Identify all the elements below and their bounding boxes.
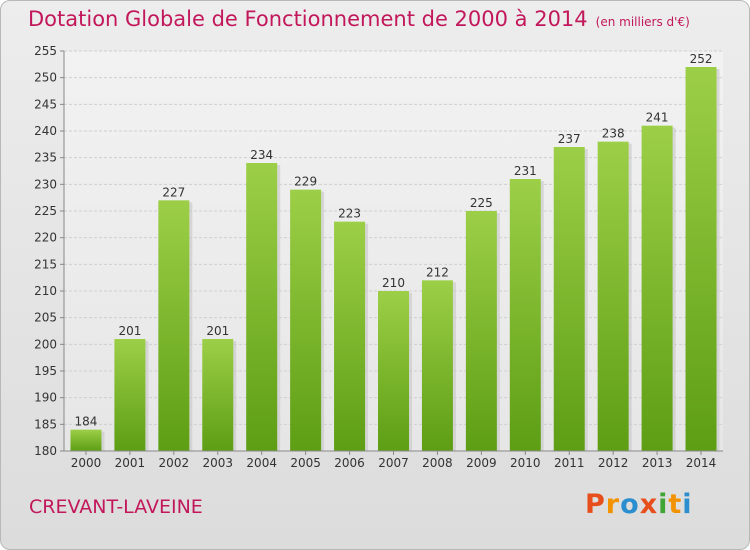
- data-label: 201: [118, 324, 141, 338]
- logo-letter: P: [585, 489, 606, 520]
- y-tick-label: 255: [34, 44, 57, 58]
- bar-2001: [114, 339, 146, 451]
- y-tick-label: 180: [34, 444, 57, 458]
- bar-2013: [641, 125, 673, 452]
- commune-name: CREVANT-LAVEINE: [29, 496, 203, 518]
- chart-title-text: Dotation Globale de Fonctionnement de 20…: [28, 7, 588, 31]
- x-tick-label: 2000: [71, 456, 102, 470]
- y-tick-label: 205: [34, 311, 57, 325]
- data-label: 223: [338, 207, 361, 221]
- logo-letter: o: [620, 489, 640, 520]
- y-tick-label: 210: [34, 284, 57, 298]
- data-label: 225: [470, 196, 493, 210]
- data-label: 212: [426, 265, 449, 279]
- bar-2008: [421, 280, 453, 451]
- bar-2009: [465, 211, 497, 451]
- logo-letter: t: [668, 489, 683, 520]
- y-tick-label: 215: [34, 257, 57, 271]
- data-label: 231: [514, 164, 537, 178]
- x-tick-label: 2011: [554, 456, 585, 470]
- logo-letter: r: [605, 489, 621, 520]
- bar-2005: [290, 189, 322, 451]
- x-tick-label: 2013: [642, 456, 673, 470]
- y-tick-label: 225: [34, 204, 57, 218]
- data-label: 238: [602, 127, 625, 141]
- logo-letter: x: [639, 489, 659, 520]
- data-label: 252: [690, 52, 713, 66]
- y-tick-label: 185: [34, 417, 57, 431]
- x-tick-label: 2008: [422, 456, 453, 470]
- x-tick-label: 2012: [598, 456, 629, 470]
- data-label: 241: [646, 111, 669, 125]
- chart-title: Dotation Globale de Fonctionnement de 20…: [28, 7, 690, 31]
- x-tick-label: 2009: [466, 456, 497, 470]
- y-tick-label: 220: [34, 231, 57, 245]
- y-tick-label: 250: [34, 71, 57, 85]
- bar-2002: [158, 200, 190, 451]
- x-tick-label: 2014: [686, 456, 717, 470]
- x-tick-label: 2002: [159, 456, 190, 470]
- chart-subtitle: (en milliers d'€): [595, 15, 690, 29]
- data-label: 201: [206, 324, 229, 338]
- y-tick-label: 190: [34, 391, 57, 405]
- y-tick-label: 230: [34, 177, 57, 191]
- y-tick-label: 240: [34, 124, 57, 138]
- data-label: 210: [382, 276, 405, 290]
- bar-2011: [553, 147, 585, 451]
- x-tick-label: 2005: [290, 456, 321, 470]
- bar-2006: [334, 221, 366, 451]
- x-tick-label: 2001: [115, 456, 146, 470]
- y-tick-label: 245: [34, 97, 57, 111]
- x-tick-label: 2003: [202, 456, 233, 470]
- bar-2003: [202, 339, 234, 451]
- bar-2004: [246, 163, 278, 451]
- y-tick-label: 235: [34, 151, 57, 165]
- data-label: 229: [294, 175, 317, 189]
- data-label: 237: [558, 132, 581, 146]
- bar-2012: [597, 141, 629, 451]
- x-tick-label: 2007: [378, 456, 409, 470]
- x-tick-label: 2010: [510, 456, 541, 470]
- bar-2000: [70, 429, 102, 451]
- x-tick-label: 2004: [246, 456, 277, 470]
- logo-letter: i: [658, 489, 669, 520]
- x-tick-label: 2006: [334, 456, 365, 470]
- data-label: 184: [75, 415, 98, 429]
- bar-2014: [685, 67, 717, 451]
- logo-letter: i: [682, 489, 693, 520]
- bar-2007: [378, 291, 409, 451]
- y-tick-label: 195: [34, 364, 57, 378]
- data-label: 234: [250, 148, 273, 162]
- data-label: 227: [162, 185, 185, 199]
- proxiti-logo: Proxiti: [585, 489, 693, 520]
- y-tick-label: 200: [34, 337, 57, 351]
- bar-2010: [509, 179, 541, 451]
